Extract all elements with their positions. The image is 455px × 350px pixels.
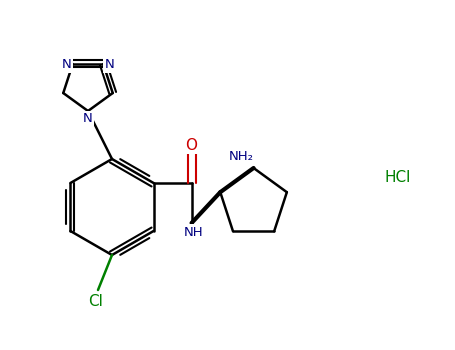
- Text: N: N: [62, 58, 71, 71]
- Text: N: N: [104, 58, 114, 71]
- Text: NH: NH: [184, 225, 203, 238]
- Text: O: O: [186, 138, 197, 153]
- Text: NH₂: NH₂: [229, 150, 254, 163]
- Text: Cl: Cl: [89, 294, 103, 308]
- Text: N: N: [83, 112, 93, 126]
- Text: HCl: HCl: [385, 170, 411, 186]
